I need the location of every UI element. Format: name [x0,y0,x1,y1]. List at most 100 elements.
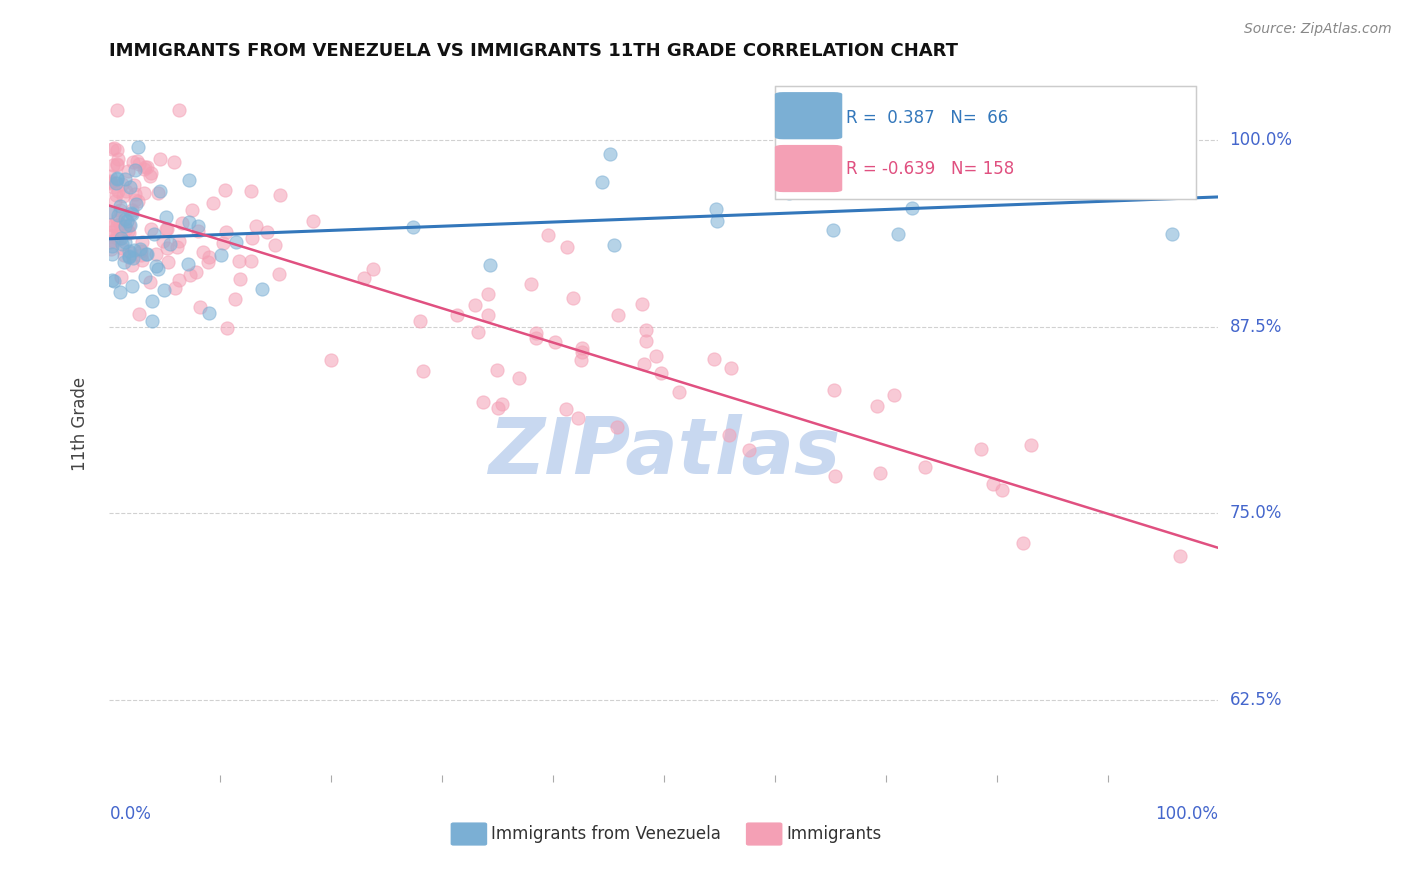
Point [107,208,129,222]
Point [105,103,128,117]
Point [136,161,159,175]
Point [163,154,186,169]
Point [479,258,502,272]
Point [136,246,159,260]
Point [105,188,128,202]
Point [631,297,654,311]
Point [105,231,128,245]
Point [209,248,232,262]
Point [633,358,655,372]
Point [179,172,201,186]
Point [704,202,727,217]
Point [571,341,593,355]
Point [914,460,936,475]
Text: 100.0%: 100.0% [1156,805,1219,823]
Point [131,252,153,267]
Point [146,186,169,200]
Point [718,428,741,442]
Point [129,248,152,262]
Point [1019,438,1042,452]
Point [240,231,263,245]
Point [866,399,889,413]
Point [120,206,142,220]
Point [118,244,141,258]
Point [107,185,129,199]
Point [135,246,157,260]
Point [167,234,190,248]
Point [197,254,219,268]
Point [101,272,124,286]
Point [145,259,167,273]
Point [167,273,190,287]
Text: 62.5%: 62.5% [1230,691,1282,709]
Point [477,308,499,322]
Point [103,274,125,288]
Point [526,331,548,345]
Point [120,180,142,194]
Point [114,235,136,250]
Point [706,214,728,228]
Point [111,177,134,191]
Point [118,218,141,232]
Point [124,178,146,192]
Point [114,211,136,226]
Point [823,223,845,237]
Point [105,157,128,171]
Point [100,218,122,232]
Point [156,241,179,255]
Point [110,269,132,284]
Point [401,219,423,234]
Point [198,250,221,264]
Point [105,172,128,186]
Point [603,237,626,252]
Point [108,199,131,213]
Point [486,401,509,415]
Point [139,166,162,180]
Point [100,169,122,183]
Point [115,184,138,198]
Point [146,262,169,277]
Point [446,308,468,322]
Point [187,224,209,238]
Point [361,261,384,276]
Point [103,141,125,155]
Point [117,164,139,178]
Point [228,253,250,268]
Point [240,253,263,268]
Point [524,326,547,340]
Point [202,195,225,210]
Point [129,243,152,257]
Point [156,255,179,269]
Point [118,219,141,233]
Point [467,325,489,339]
Point [149,184,172,198]
Point [990,483,1012,497]
Point [122,243,145,257]
Point [111,189,134,203]
Point [117,224,139,238]
Point [555,401,578,416]
Point [873,136,896,151]
Point [112,254,135,268]
Point [152,235,174,249]
Point [239,184,262,198]
Text: IMMIGRANTS FROM VENEZUELA VS IMMIGRANTS 11TH GRADE CORRELATION CHART: IMMIGRANTS FROM VENEZUELA VS IMMIGRANTS … [110,42,959,60]
Point [301,214,323,228]
Point [134,160,156,174]
Text: Immigrants from Venezuela: Immigrants from Venezuela [492,825,721,843]
Point [101,239,124,253]
Text: Immigrants: Immigrants [787,825,882,843]
Point [1012,535,1035,549]
Point [159,236,181,251]
Point [491,396,513,410]
Point [177,257,200,271]
Point [883,388,905,402]
Point [165,280,187,294]
Point [181,203,204,218]
Point [569,353,592,368]
Point [145,247,167,261]
Point [519,277,541,291]
Point [645,349,668,363]
Point [606,420,628,434]
Point [141,294,163,309]
